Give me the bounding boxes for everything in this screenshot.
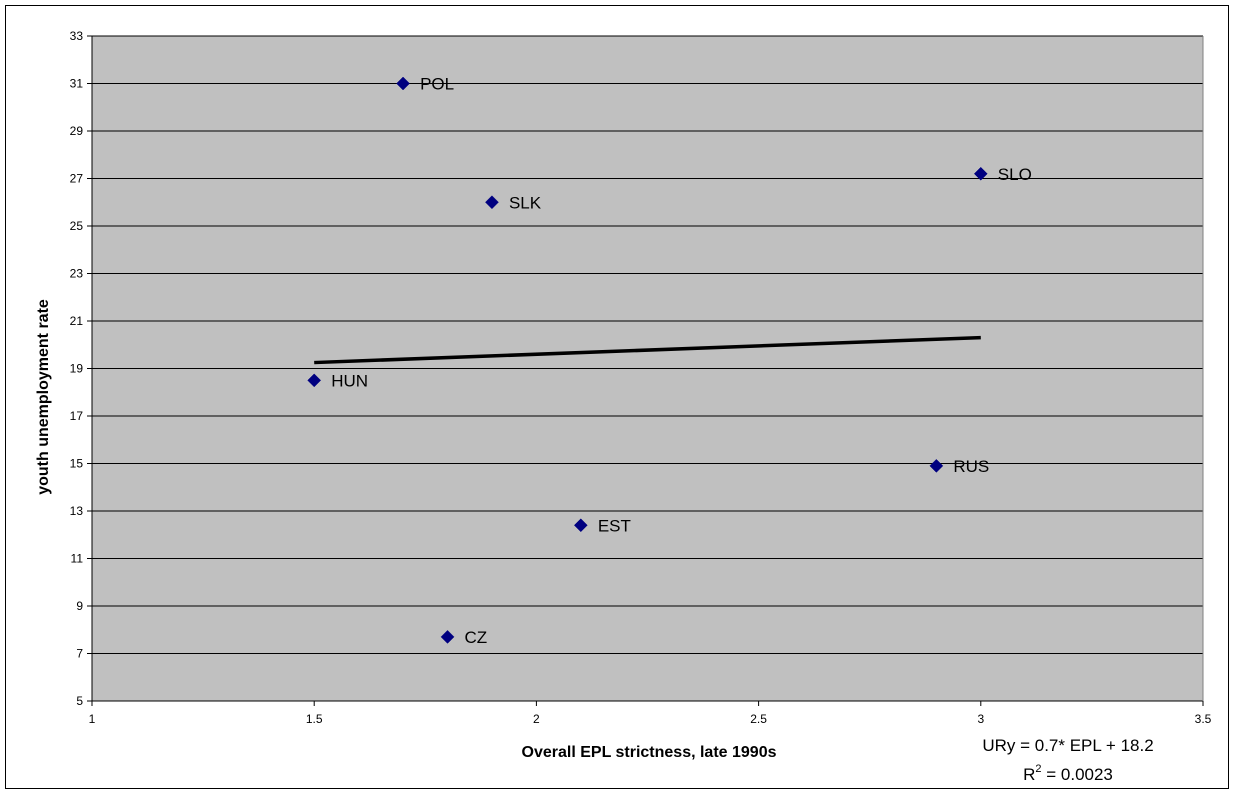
x-tick-label: 2	[533, 712, 540, 726]
data-points: POL SLK SLO HUN RUS EST CZ	[307, 75, 1032, 647]
y-tick-label: 9	[76, 599, 83, 613]
r-squared: R2 = 0.0023	[1023, 763, 1113, 784]
point-label: POL	[420, 75, 454, 94]
x-tick-labels: 1 1.5 2 2.5 3 3.5	[89, 712, 1212, 726]
trendline	[314, 335, 981, 365]
y-tick-label: 13	[70, 504, 84, 518]
r2-prefix: R	[1023, 765, 1035, 784]
x-axis-title: Overall EPL strictness, late 1990s	[522, 744, 777, 761]
data-point	[485, 195, 499, 210]
y-tick-label: 11	[71, 552, 84, 566]
x-tick-label: 3.5	[1195, 712, 1212, 726]
y-tick-label: 15	[70, 457, 84, 471]
y-tick-label: 17	[70, 409, 84, 423]
point-label: SLO	[998, 165, 1032, 184]
y-tick-label: 19	[70, 362, 84, 376]
x-tick-label: 1.5	[306, 712, 323, 726]
axes	[91, 36, 1204, 706]
data-point	[440, 630, 455, 644]
y-axis-title: youth unemployment rate	[35, 299, 52, 495]
x-tick-label: 1	[89, 712, 96, 726]
data-point	[573, 518, 588, 533]
y-tick-label: 5	[76, 694, 83, 708]
y-tick-label: 27	[70, 172, 84, 186]
point-label: EST	[598, 516, 631, 535]
y-tick-label: 23	[70, 267, 84, 281]
point-label: RUS	[953, 457, 989, 476]
y-tick-label: 25	[70, 219, 84, 233]
point-label: SLK	[509, 193, 542, 212]
y-tick-label: 21	[70, 314, 84, 328]
r2-value: = 0.0023	[1042, 765, 1113, 784]
y-tick-labels: 5 7 9 11 13 15 17 19 21 23 25 27 29 31 33	[70, 29, 84, 708]
y-tick-label: 33	[70, 29, 84, 43]
x-tick-label: 3	[977, 712, 984, 726]
data-point	[929, 459, 944, 473]
data-point	[307, 373, 322, 388]
data-point	[973, 166, 988, 181]
data-point	[396, 76, 410, 91]
point-label: HUN	[331, 371, 368, 390]
y-tick-label: 29	[70, 124, 84, 138]
y-tick-label: 7	[76, 647, 83, 661]
y-tick-label: 31	[70, 77, 84, 91]
r2-superscript: 2	[1035, 763, 1041, 775]
grid-lines	[87, 35, 1203, 702]
point-label: CZ	[465, 628, 488, 647]
trend-equation: URy = 0.7* EPL + 18.2	[982, 736, 1153, 755]
x-tick-label: 2.5	[750, 712, 767, 726]
